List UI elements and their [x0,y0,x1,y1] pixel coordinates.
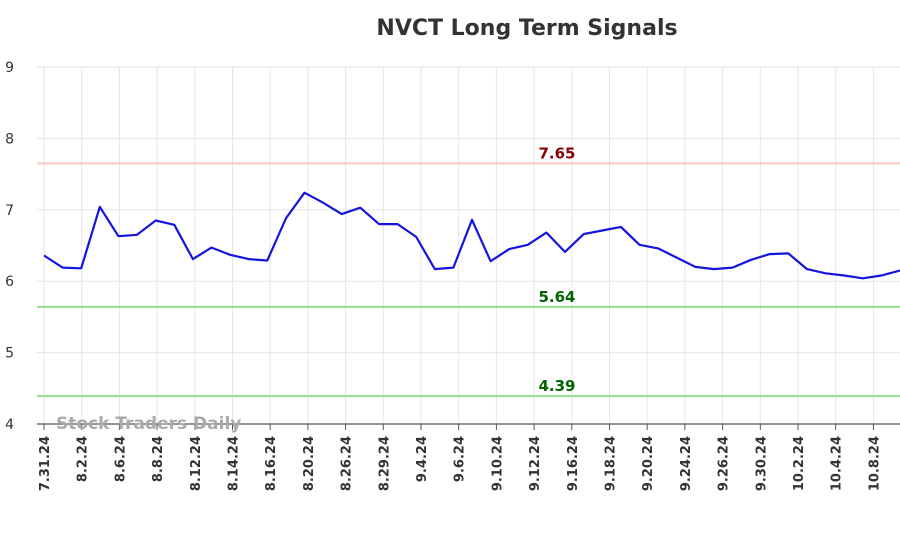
reference-line-label: 7.65 [538,144,575,162]
reference-lines: 7.65 5.64 4.39 [37,144,900,398]
x-axis: 7.31.24 8.2.24 8.6.24 8.8.24 8.12.24 8.14.24 8… [38,424,882,491]
x-tick-label: 8.6.24 [113,436,128,482]
x-tick-label: 9.16.24 [566,436,581,491]
x-tick-label: 8.14.24 [227,436,242,491]
watermark: Stock Traders Daily [56,414,241,434]
reference-line-label: 4.39 [538,377,575,395]
x-tick-label: 9.20.24 [641,436,656,491]
y-tick-label: 7 [5,203,14,219]
x-tick-label: 10.2.24 [792,436,807,491]
x-tick-label: 9.30.24 [754,436,769,491]
y-tick-label: 8 [5,131,14,147]
x-tick-label: 8.29.24 [377,436,392,491]
x-tick-label: 9.12.24 [528,436,543,491]
reference-line-label: 5.64 [538,288,575,306]
x-tick-label: 9.4.24 [415,436,430,482]
x-tick-label: 7.31.24 [38,436,53,491]
chart-title: NVCT Long Term Signals [376,16,677,41]
x-tick-label: 9.10.24 [490,436,505,491]
x-tick-label: 8.12.24 [189,436,204,491]
y-tick-label: 9 [5,60,14,76]
series-group [43,191,900,280]
x-tick-label: 8.20.24 [302,436,317,491]
x-tick-label: 10.8.24 [867,436,882,491]
y-tick-label: 4 [5,417,14,433]
x-tick-label: 8.26.24 [340,436,355,491]
series-line [43,191,900,280]
x-tick-label: 8.8.24 [151,436,166,482]
x-tick-label: 9.26.24 [717,436,732,491]
y-axis: 4 5 6 7 8 9 [5,60,14,433]
y-tick-label: 5 [5,346,14,362]
y-tick-label: 6 [5,274,14,290]
x-tick-label: 10.4.24 [830,436,845,491]
x-tick-label: 9.24.24 [679,436,694,491]
grid [37,66,900,425]
x-tick-label: 8.2.24 [76,436,91,482]
x-tick-label: 8.16.24 [264,436,279,491]
x-tick-label: 9.18.24 [604,436,619,491]
x-tick-label: 9.6.24 [453,436,468,482]
